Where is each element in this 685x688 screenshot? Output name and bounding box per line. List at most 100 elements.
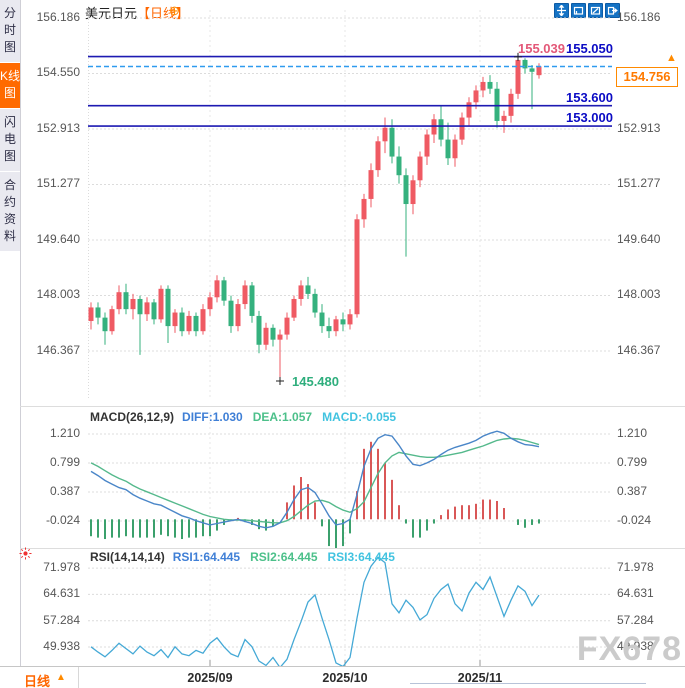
low-cross-marker xyxy=(276,377,284,386)
chart-style-icon[interactable] xyxy=(588,3,603,18)
rsi2-value: RSI2:64.445 xyxy=(250,550,318,564)
current-price-box: 154.756 xyxy=(616,67,678,87)
support1-label: 153.600 xyxy=(566,90,613,105)
period-up-arrow-icon: ▲ xyxy=(56,672,66,683)
candle-body xyxy=(424,134,430,157)
candle-body xyxy=(473,90,479,103)
x-axis-label-oct: 2025/10 xyxy=(322,671,368,685)
scroll-indicator[interactable] xyxy=(410,683,646,684)
main-chart-svg[interactable] xyxy=(88,0,612,406)
rsi3-value: RSI3:64.445 xyxy=(327,550,395,564)
indicator-settings-icon[interactable] xyxy=(19,547,32,560)
sidebar-tab-contract-info[interactable]: 合约资料 xyxy=(0,172,20,252)
x-axis-label-sep: 2025/09 xyxy=(187,671,233,685)
sidebar-tab-candlestick[interactable]: K线图 xyxy=(0,63,20,109)
sidebar-tab-timeline[interactable]: 分时图 xyxy=(0,0,20,63)
candle-body xyxy=(207,297,213,310)
fx678-watermark: FX678 xyxy=(576,630,682,668)
axis-tick-label: -0.024 xyxy=(45,512,80,527)
candle-body xyxy=(123,292,129,310)
candle-body xyxy=(501,115,507,121)
candle-body xyxy=(284,317,290,335)
axis-tick-label: 148.003 xyxy=(617,287,661,302)
candle-body xyxy=(109,309,115,332)
low-marker-label: 145.480 xyxy=(292,374,339,389)
axis-tick-label: 0.799 xyxy=(49,454,80,469)
candle-body xyxy=(193,315,199,332)
axis-tick-label: 64.631 xyxy=(617,586,654,601)
macd-macd-value: MACD:-0.055 xyxy=(322,410,397,424)
support2-label: 153.000 xyxy=(566,110,613,125)
x-axis-label-nov: 2025/11 xyxy=(457,671,503,685)
rsi-line xyxy=(90,556,540,666)
axis-tick-label: 71.978 xyxy=(617,560,654,575)
panel-separator xyxy=(20,406,685,407)
candle-body xyxy=(403,175,409,205)
candle-body xyxy=(102,317,108,332)
candle-body xyxy=(116,292,122,310)
axis-tick-label: 1.210 xyxy=(49,426,80,441)
axis-tick-label: 146.367 xyxy=(36,342,80,357)
candle-body xyxy=(487,81,493,89)
box-zoom-icon[interactable] xyxy=(571,3,586,18)
candle-body xyxy=(410,180,416,205)
macd-header: MACD(26,12,9) DIFF:1.030 DEA:1.057 MACD:-0.… xyxy=(90,410,396,424)
candle-body xyxy=(214,280,220,298)
candle-body xyxy=(326,326,332,332)
axis-tick-label: 149.640 xyxy=(36,231,80,246)
period-selector[interactable]: 日线 ▲ xyxy=(0,667,79,688)
candle-body xyxy=(235,304,241,327)
candle-body xyxy=(340,319,346,325)
candle-body xyxy=(354,219,360,315)
candle-body xyxy=(179,312,185,332)
candle-body xyxy=(263,327,269,345)
axis-tick-label: 151.277 xyxy=(36,176,80,191)
axis-tick-label: 154.550 xyxy=(36,65,80,80)
symbol-name: 美元日元 xyxy=(85,6,138,21)
candle-body xyxy=(249,285,255,316)
candle-body xyxy=(221,280,227,301)
candle-body xyxy=(172,312,178,327)
candle-body xyxy=(508,93,514,116)
candle-body xyxy=(312,293,318,313)
period-tag: 【日线】 xyxy=(137,6,190,21)
candle-body xyxy=(452,139,458,159)
candle-body xyxy=(375,141,381,171)
add-indicator-icon[interactable]: ⊕ xyxy=(169,3,180,18)
candle-body xyxy=(445,139,451,159)
resistance-label: 155.050 xyxy=(566,41,613,56)
candle-body xyxy=(88,307,94,322)
candle-body xyxy=(431,119,437,135)
candle-body xyxy=(417,156,423,181)
export-icon[interactable] xyxy=(605,3,620,18)
candle-body xyxy=(382,127,388,142)
macd-chart-svg[interactable] xyxy=(88,406,612,548)
axis-tick-label: -0.024 xyxy=(617,512,652,527)
axis-tick-label: 156.186 xyxy=(617,10,661,24)
candle-body xyxy=(347,314,353,325)
candle-body xyxy=(137,298,143,315)
candle-body xyxy=(333,319,339,332)
rsi-chart-svg[interactable] xyxy=(88,548,612,666)
macd-title: MACD(26,12,9) xyxy=(90,410,175,424)
candle-body xyxy=(228,300,234,327)
axis-tick-label: 148.003 xyxy=(36,287,80,302)
axis-tick-label: 1.210 xyxy=(617,426,648,441)
axis-tick-label: 149.640 xyxy=(617,231,661,246)
candle-body xyxy=(396,156,402,176)
rsi-title: RSI(14,14,14) xyxy=(90,550,165,564)
candle-body xyxy=(277,334,283,340)
rsi1-value: RSI1:64.445 xyxy=(172,550,241,564)
candle-body xyxy=(361,198,367,220)
candle-body xyxy=(438,119,444,140)
candle-body xyxy=(144,302,150,315)
sidebar-tab-lightning[interactable]: 闪电图 xyxy=(0,109,20,172)
candle-body xyxy=(522,59,528,69)
axis-tick-label: 49.938 xyxy=(43,639,80,653)
macd-dea-value: DEA:1.057 xyxy=(252,410,313,424)
toolbar xyxy=(554,3,620,18)
candle-body xyxy=(200,309,206,332)
high-cross-marker xyxy=(514,52,522,61)
axis-tick-label: 152.913 xyxy=(36,120,80,135)
axis-tick-label: 0.799 xyxy=(617,454,648,469)
